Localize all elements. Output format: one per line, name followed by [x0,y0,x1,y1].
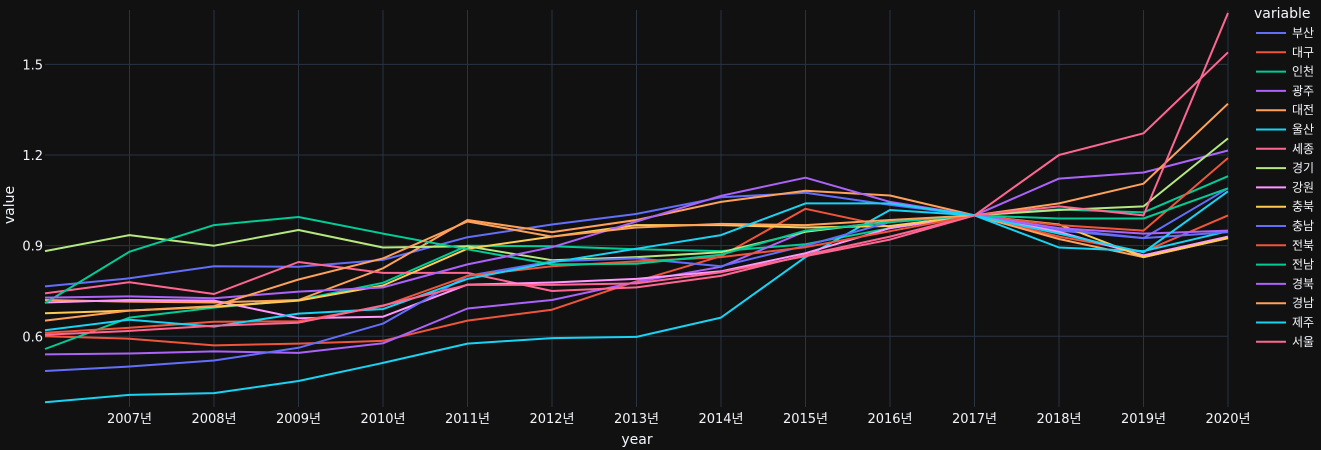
legend-label: 경북 [1292,277,1314,291]
legend: variable 부산대구인천광주대전울산세종경기강원충북충남전북전남경북경남제… [1254,6,1314,349]
legend-item[interactable]: 충남 [1256,219,1314,233]
x-tick-label: 2019년 [1121,412,1166,427]
legend-label: 광주 [1292,84,1314,98]
x-tick-label: 2014년 [698,412,743,427]
x-axis-title: year [621,432,652,448]
series-line [44,189,1229,304]
legend-title: variable [1254,6,1310,22]
legend-label: 충남 [1292,219,1314,233]
x-tick-label: 2010년 [360,412,405,427]
x-tick-label: 2017년 [952,412,997,427]
x-tick-label: 2016년 [867,412,912,427]
legend-label: 세종 [1292,142,1314,156]
legend-label: 경남 [1292,296,1314,310]
legend-item[interactable]: 광주 [1256,84,1314,98]
legend-item[interactable]: 대전 [1256,103,1314,117]
legend-label: 전남 [1292,258,1314,272]
legend-item[interactable]: 인천 [1256,64,1314,79]
x-tick-label: 2011년 [445,412,490,427]
legend-label: 대구 [1292,45,1314,59]
x-tick-label: 2015년 [783,412,828,427]
x-tick-label: 2018년 [1036,412,1081,427]
y-tick-labels: 0.6 0.9 1.2 1.5 [22,58,43,345]
legend-item[interactable]: 울산 [1256,123,1314,137]
legend-item[interactable]: 대구 [1256,45,1314,59]
legend-label: 경기 [1292,161,1314,175]
x-tick-label: 2009년 [276,412,321,427]
series-lines [44,12,1229,404]
series-line [44,209,1229,404]
y-tick-label: 1.5 [22,58,43,73]
legend-label: 강원 [1292,180,1314,194]
legend-item[interactable]: 경기 [1256,161,1314,175]
legend-item[interactable]: 경남 [1256,296,1314,310]
series-line [44,137,1229,262]
series-line [44,51,1229,295]
legend-item[interactable]: 전북 [1256,238,1314,252]
legend-item[interactable]: 경북 [1256,277,1314,291]
legend-label: 충북 [1292,200,1314,214]
legend-item[interactable]: 충북 [1256,200,1314,214]
y-tick-label: 0.9 [22,240,43,255]
y-tick-label: 1.2 [22,149,43,164]
series-line [44,190,1229,332]
legend-item[interactable]: 세종 [1256,142,1314,156]
y-axis-title: value [2,186,18,224]
legend-label: 대전 [1292,103,1314,117]
series-line [44,176,1229,300]
legend-item[interactable]: 강원 [1256,180,1314,194]
legend-item[interactable]: 제주 [1256,316,1314,330]
x-tick-label: 2012년 [529,412,574,427]
series-line [44,149,1229,356]
legend-item[interactable]: 전남 [1256,258,1314,272]
x-tick-label: 2013년 [614,412,659,427]
series-line [44,187,1229,304]
series-line [44,12,1229,336]
x-tick-labels: 2007년 2008년 2009년 2010년 2011년 2012년 2013년 2014년… [107,412,1251,427]
legend-label: 서울 [1292,335,1314,349]
legend-label: 울산 [1292,123,1314,137]
series-line [44,102,1229,322]
legend-item[interactable]: 서울 [1256,335,1314,349]
x-tick-label: 2007년 [107,412,152,427]
x-tick-label: 2020년 [1205,412,1250,427]
y-tick-label: 0.6 [22,330,43,345]
legend-label: 부산 [1292,26,1314,40]
legend-label: 전북 [1292,238,1314,252]
legend-item[interactable]: 부산 [1256,26,1314,40]
legend-label: 제주 [1292,316,1314,330]
series-line [44,214,1229,320]
legend-label: 인천 [1292,64,1314,79]
x-tick-label: 2008년 [191,412,236,427]
